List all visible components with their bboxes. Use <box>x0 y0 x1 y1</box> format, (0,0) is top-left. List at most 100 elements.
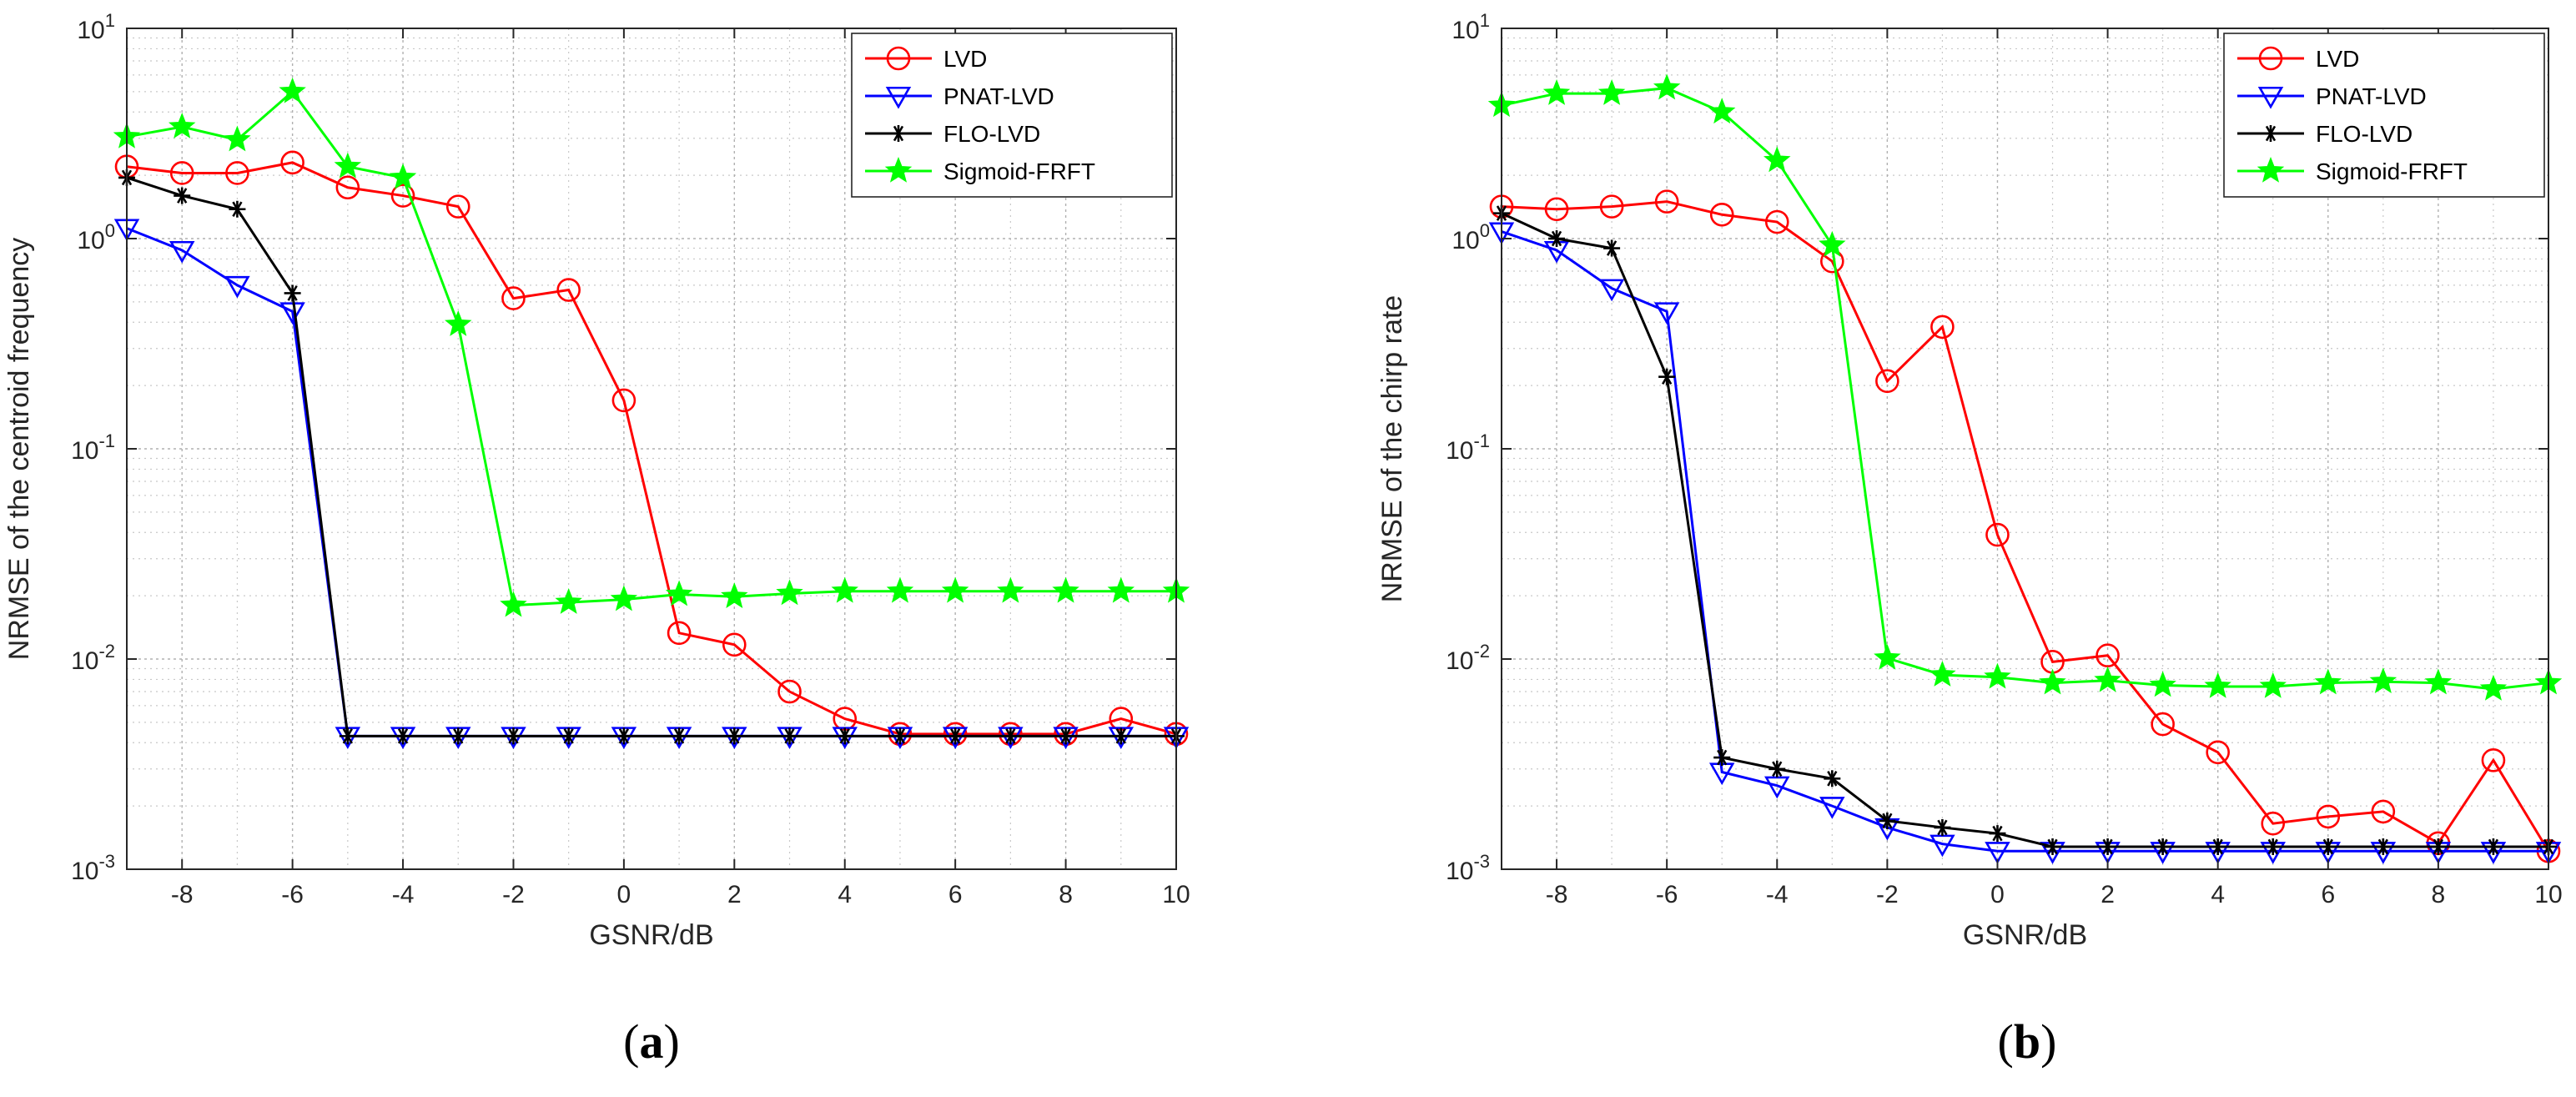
data-point <box>279 77 306 103</box>
series-line <box>1501 230 2548 853</box>
data-point <box>2099 838 2116 855</box>
data-point <box>339 727 356 745</box>
series-line <box>1501 212 2548 848</box>
data-point <box>2154 838 2171 855</box>
data-point <box>1824 770 1841 788</box>
data-point <box>997 576 1024 603</box>
data-point <box>445 194 470 219</box>
legend-label: PNAT-LVD <box>2316 83 2427 109</box>
data-point <box>1599 194 1624 219</box>
data-point <box>2151 712 2175 737</box>
x-tick-label: -2 <box>502 881 525 908</box>
data-point <box>2374 838 2392 855</box>
legend: LVD PNAT-LVD FLO-LVD Sigmoid-FRFT <box>851 33 1173 198</box>
legend-marker <box>2257 156 2285 183</box>
data-point <box>284 284 301 302</box>
x-tick-label: -8 <box>1546 881 1568 908</box>
data-point <box>781 727 798 745</box>
data-point <box>1930 315 1955 340</box>
y-tick-label: 101 <box>77 10 115 44</box>
data-point <box>1002 727 1019 745</box>
legend-item: LVD <box>2237 46 2359 72</box>
data-point <box>169 161 194 185</box>
series-line <box>1501 87 2549 691</box>
data-point <box>1934 818 1951 836</box>
data-point <box>224 125 251 152</box>
data-point <box>168 113 196 138</box>
x-axis-label: GSNR/dB <box>589 919 713 951</box>
legend-item: Sigmoid-FRFT <box>865 156 1095 184</box>
legend-item: Sigmoid-FRFT <box>2237 156 2468 184</box>
data-point <box>174 187 191 204</box>
data-point <box>722 632 747 657</box>
data-point <box>229 200 246 218</box>
chart-panel-a: -8 -6 -4 -2 0 2 4 6 8 10 10-3 10-2 10-1 100 101 GSNR/dB… <box>3 10 1190 1069</box>
data-point <box>1653 73 1681 100</box>
data-point <box>560 727 577 745</box>
data-point <box>1654 189 1679 214</box>
data-point <box>721 582 748 609</box>
data-point <box>395 727 412 745</box>
data-point <box>2204 672 2231 698</box>
data-point <box>1658 368 1676 385</box>
data-point <box>615 727 632 745</box>
data-point <box>610 585 638 611</box>
legend-marker <box>885 86 912 109</box>
x-tick-label: 2 <box>727 881 742 908</box>
data-point <box>445 309 472 336</box>
data-point <box>280 150 304 175</box>
data-point <box>1112 727 1130 745</box>
x-tick-label: -6 <box>1656 881 1678 908</box>
data-point <box>1057 727 1074 745</box>
y-tick-label: 10-2 <box>1446 641 1490 675</box>
legend-label: Sigmoid-FRFT <box>943 159 1095 184</box>
data-point <box>2261 811 2286 836</box>
data-point <box>1544 197 1569 222</box>
data-point <box>1653 302 1680 325</box>
series-sigmoid-frft <box>113 77 1190 617</box>
data-point <box>1598 279 1625 302</box>
data-point <box>1597 79 1626 105</box>
data-point <box>777 679 802 704</box>
legend: LVD PNAT-LVD FLO-LVD Sigmoid-FRFT <box>2223 33 2545 198</box>
series-line <box>126 176 1176 737</box>
legend-item: PNAT-LVD <box>2237 83 2427 109</box>
x-tick-label: 2 <box>2101 881 2115 908</box>
x-tick-label: 8 <box>1059 881 1073 908</box>
data-point <box>1929 661 1956 687</box>
data-point <box>2314 668 2342 695</box>
data-point <box>500 591 527 617</box>
data-point <box>1763 146 1791 173</box>
data-point <box>1542 79 1571 105</box>
data-point <box>1764 776 1790 799</box>
data-point <box>1107 576 1135 603</box>
x-tick-label: -4 <box>392 881 415 908</box>
data-point <box>1548 230 1566 247</box>
data-point <box>831 576 858 603</box>
data-point <box>836 727 853 745</box>
x-tick-label: 4 <box>2211 881 2225 908</box>
legend-marker <box>886 46 911 71</box>
data-point <box>1819 797 1845 819</box>
data-point <box>1764 209 1789 234</box>
x-tick-label: 6 <box>948 881 963 908</box>
chart-panel-b: -8 -6 -4 -2 0 2 4 6 8 10 10-3 10-2 10-1 100 101 GSNR/dB… <box>1376 10 2563 1069</box>
data-point <box>169 240 195 264</box>
x-tick-label: -6 <box>281 881 304 908</box>
data-point <box>611 388 636 413</box>
data-point <box>2429 838 2447 855</box>
data-point <box>726 727 743 745</box>
data-point <box>1052 576 1079 603</box>
data-point <box>665 580 693 606</box>
legend-item: PNAT-LVD <box>865 83 1054 109</box>
series-line <box>126 89 1176 607</box>
x-axis-label: GSNR/dB <box>1963 919 2087 951</box>
data-point <box>947 727 964 745</box>
data-point <box>1708 98 1736 124</box>
data-point <box>667 621 692 646</box>
data-point <box>1985 522 2010 547</box>
series-flo-lvd <box>118 169 1185 745</box>
data-point <box>2369 667 2397 693</box>
data-point <box>1768 760 1786 777</box>
data-point <box>555 588 582 614</box>
